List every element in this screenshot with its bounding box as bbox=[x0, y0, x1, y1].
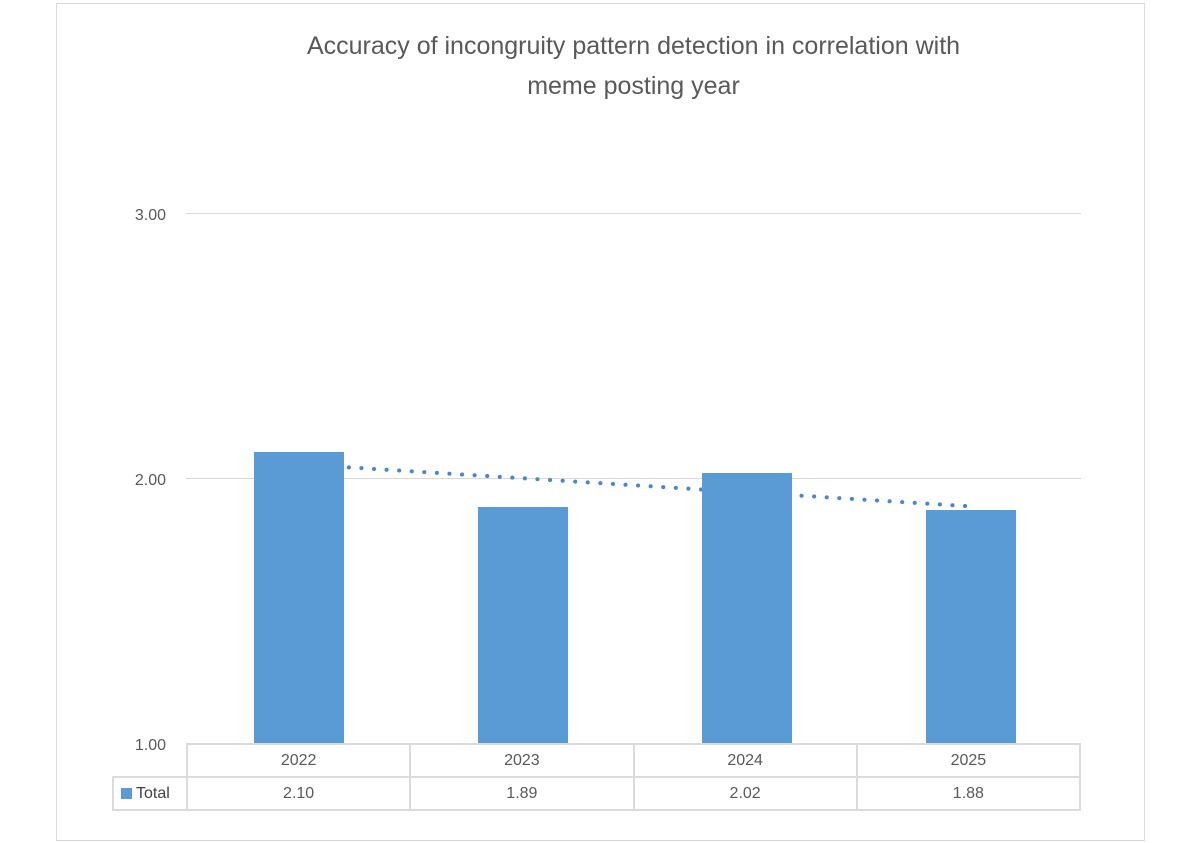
legend[interactable]: Total bbox=[112, 776, 188, 811]
chart-title-line-2: meme posting year bbox=[527, 72, 740, 100]
table-category-cell-2025: 2025 bbox=[950, 752, 987, 769]
legend-color-swatch bbox=[121, 788, 132, 799]
bar-2023[interactable] bbox=[477, 507, 568, 743]
y-axis-tick-label-1.00: 1.00 bbox=[134, 737, 166, 754]
table-value-cell-2024: 2.02 bbox=[635, 778, 858, 809]
legend-label: Total bbox=[136, 784, 170, 802]
data-table-category-row: 2022 2023 2024 2025 bbox=[188, 745, 1079, 778]
gridline-3.00 bbox=[186, 213, 1081, 214]
chart-title-line-1: Accuracy of incongruity pattern detectio… bbox=[306, 32, 961, 60]
table-value-cell-2025: 1.88 bbox=[952, 785, 984, 802]
bar-2024[interactable] bbox=[701, 472, 792, 743]
table-category-cell-2024: 2024 bbox=[635, 745, 858, 776]
data-table-grid: 2022 2023 2024 2025 2.10 1.89 2.02 1.88 bbox=[186, 743, 1081, 811]
table-value-cell-2022: 2.10 bbox=[188, 778, 412, 809]
y-axis-tick-label-3.00: 3.00 bbox=[134, 207, 166, 224]
table-category-cell-2023: 2023 bbox=[411, 745, 635, 776]
y-axis-tick-label-2.00: 2.00 bbox=[134, 472, 166, 489]
bar-2022[interactable] bbox=[253, 451, 344, 743]
chart-object[interactable]: Accuracy of incongruity pattern detectio… bbox=[56, 3, 1145, 841]
table-value-cell-2023: 1.89 bbox=[411, 778, 635, 809]
chart-title: Accuracy of incongruity pattern detectio… bbox=[186, 26, 1081, 106]
bar-2025[interactable] bbox=[925, 509, 1016, 743]
data-table-value-row: 2.10 1.89 2.02 1.88 bbox=[188, 778, 1079, 809]
table-category-cell-2022: 2022 bbox=[188, 745, 412, 776]
